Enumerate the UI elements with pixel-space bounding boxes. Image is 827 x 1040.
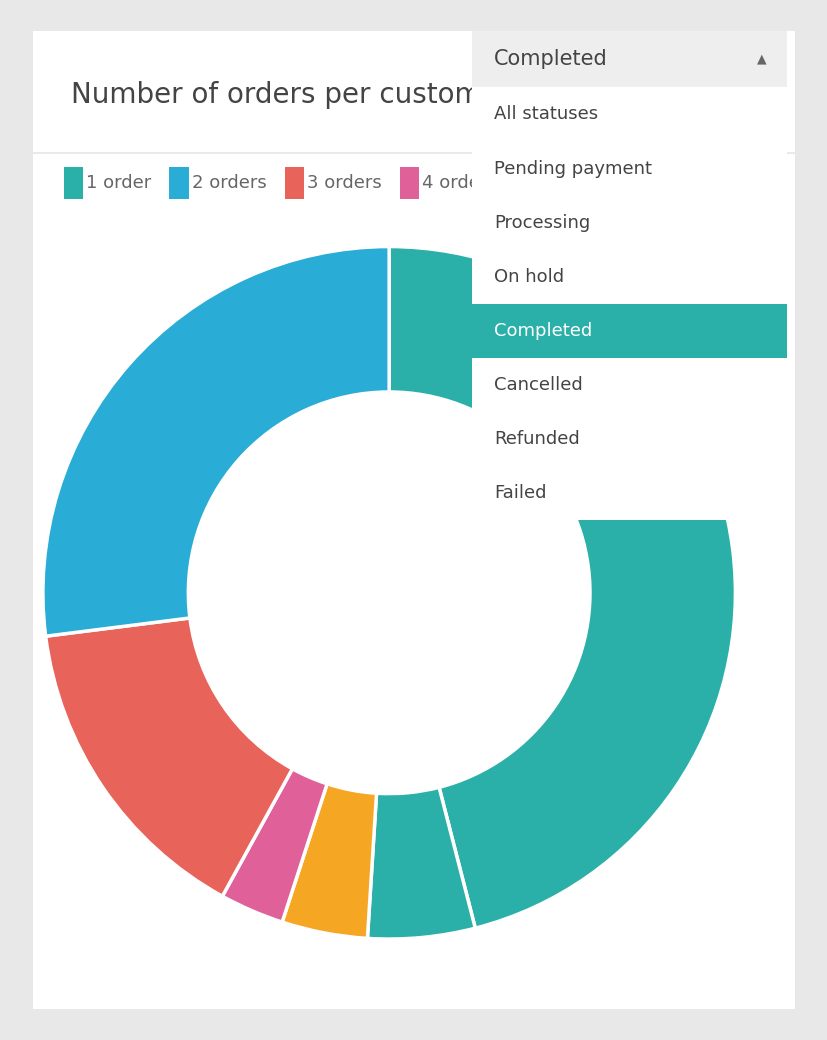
Text: Completed: Completed bbox=[494, 49, 607, 70]
Wedge shape bbox=[367, 787, 475, 939]
Wedge shape bbox=[282, 784, 376, 938]
FancyBboxPatch shape bbox=[468, 26, 789, 525]
Wedge shape bbox=[222, 769, 327, 922]
FancyBboxPatch shape bbox=[284, 166, 304, 199]
Text: Cancelled: Cancelled bbox=[494, 375, 582, 394]
Text: Pending payment: Pending payment bbox=[494, 159, 651, 178]
FancyBboxPatch shape bbox=[399, 166, 418, 199]
Bar bbox=[471, 31, 786, 87]
Bar bbox=[471, 304, 786, 358]
Text: ▲: ▲ bbox=[756, 53, 765, 66]
Text: Processing: Processing bbox=[494, 213, 590, 232]
Text: 3 orders: 3 orders bbox=[307, 174, 381, 191]
FancyBboxPatch shape bbox=[26, 22, 801, 1018]
FancyBboxPatch shape bbox=[64, 166, 83, 199]
Text: 1 order: 1 order bbox=[86, 174, 151, 191]
Text: Failed: Failed bbox=[494, 484, 546, 502]
Text: Refunded: Refunded bbox=[494, 430, 579, 448]
Text: All statuses: All statuses bbox=[494, 105, 597, 124]
Wedge shape bbox=[43, 246, 389, 636]
Wedge shape bbox=[45, 618, 292, 896]
Text: Completed: Completed bbox=[494, 321, 591, 340]
Text: 4 orders: 4 orders bbox=[422, 174, 496, 191]
Text: On hold: On hold bbox=[494, 267, 563, 286]
FancyBboxPatch shape bbox=[170, 166, 189, 199]
Text: Number of orders per customer: Number of orders per customer bbox=[71, 81, 509, 109]
Wedge shape bbox=[389, 246, 734, 928]
Text: 2 orders: 2 orders bbox=[192, 174, 267, 191]
